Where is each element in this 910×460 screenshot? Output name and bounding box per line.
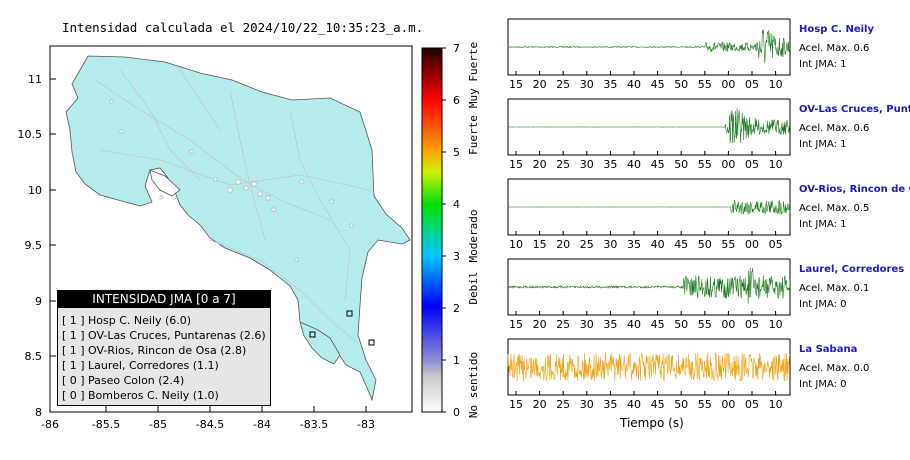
station-jma-intensity: Int JMA: 1 — [799, 59, 847, 70]
map-xtick-label: -85 — [149, 418, 167, 431]
map-xtick-label: -83.5 — [300, 418, 328, 431]
legend-item-level: [ 1 ] — [62, 329, 85, 342]
legend-item-level: [ 1 ] — [62, 314, 85, 327]
legend-item-text: OV-Rios, Rincon de Osa (2.8) — [88, 344, 247, 357]
colorbar-tick-label: 0 — [453, 406, 460, 419]
nicoya-gulf — [149, 169, 181, 197]
colorbar-category-label: Fuerte — [467, 115, 480, 155]
colorbar-category-label: Moderado — [467, 210, 480, 263]
colorbar-tick-label: 4 — [453, 198, 460, 211]
colorbar-category-label: Muy Fuerte — [467, 42, 480, 108]
station-info: Laurel, Corredores Acel. Max. 0.1 Int JMA:… — [799, 262, 904, 313]
legend-item-text: Paseo Colon (2.4) — [88, 374, 185, 387]
colorbar-tick-label: 3 — [453, 250, 460, 263]
legend-item-level: [ 1 ] — [62, 344, 85, 357]
time-axis-label: Tiempo (s) — [620, 416, 684, 430]
legend-item: [ 0 ] Bomberos C. Neily (1.0) — [58, 388, 270, 403]
legend-item: [ 1 ] Hosp C. Neily (6.0) — [58, 313, 270, 328]
station-name: Laurel, Corredores — [799, 264, 905, 275]
station-name: Hosp C. Neily — [799, 24, 874, 35]
colorbar-tick-label: 5 — [453, 146, 460, 159]
station-max-accel: Acel. Max. 0.6 — [799, 123, 870, 134]
legend-item: [ 1 ] OV-Las Cruces, Puntarenas (2.6) — [58, 328, 270, 343]
station-info: Hosp C. Neily Acel. Max. 0.6 Int JMA: 1 — [799, 22, 874, 73]
colorbar — [421, 47, 443, 413]
legend-item-text: Laurel, Corredores (1.1) — [88, 359, 219, 372]
legend-item-text: Bomberos C. Neily (1.0) — [88, 389, 219, 402]
stations — [109, 99, 354, 262]
station-info: La Sabana Acel. Max. 0.0 Int JMA: 0 — [799, 342, 869, 393]
station-max-accel: Acel. Max. 0.0 — [799, 363, 870, 374]
page-title: Intensidad calculada el 2024/10/22_10:35… — [62, 20, 424, 35]
station-jma-intensity: Int JMA: 0 — [799, 379, 847, 390]
map-xtick-label: -84.5 — [196, 418, 224, 431]
legend-item: [ 1 ] OV-Rios, Rincon de Osa (2.8) — [58, 343, 270, 358]
map-xtick-label: -84 — [253, 418, 271, 431]
station-name: La Sabana — [799, 344, 858, 355]
legend-item-text: Hosp C. Neily (6.0) — [88, 314, 192, 327]
highlight-stations — [309, 310, 375, 346]
colorbar-tick-label: 6 — [453, 94, 460, 107]
colorbar-tick-label: 2 — [453, 302, 460, 315]
map-ytick-label: 10.5 — [18, 128, 43, 141]
legend-item: [ 1 ] Laurel, Corredores (1.1) — [58, 358, 270, 373]
map-ytick-label: 9 — [35, 295, 42, 308]
station-jma-intensity: Int JMA: 1 — [799, 139, 847, 150]
station-info: OV-Rios, Rincon de Os Acel. Max. 0.5 Int J… — [799, 182, 910, 233]
station-max-accel: Acel. Max. 0.5 — [799, 203, 870, 214]
colorbar-tick-label: 7 — [453, 42, 460, 55]
station-info: OV-Las Cruces, Puntar Acel. Max. 0.6 Int J… — [799, 102, 910, 153]
legend-item-text: OV-Las Cruces, Puntarenas (2.6) — [88, 329, 266, 342]
map-ytick-label: 9.5 — [25, 239, 43, 252]
map-xtick-label: -83 — [357, 418, 375, 431]
legend-item-level: [ 0 ] — [62, 389, 85, 402]
legend-item-level: [ 0 ] — [62, 374, 85, 387]
station-jma-intensity: Int JMA: 1 — [799, 219, 847, 230]
station-name: OV-Rios, Rincon de Os — [799, 184, 910, 195]
intensity-legend: INTENSIDAD JMA [0 a 7] [ 1 ] Hosp C. Neil… — [57, 290, 271, 406]
map-ytick-label: 10 — [28, 184, 42, 197]
colorbar-category-label: Debil — [467, 271, 480, 304]
legend-item-level: [ 1 ] — [62, 359, 85, 372]
colorbar-category-label: No sentido — [467, 352, 480, 418]
colorbar-tick-label: 1 — [453, 354, 460, 367]
station-max-accel: Acel. Max. 0.1 — [799, 283, 870, 294]
map-ytick-label: 11 — [28, 73, 42, 86]
map-xtick-label: -85.5 — [92, 418, 120, 431]
station-name: OV-Las Cruces, Puntar — [799, 104, 910, 115]
station-jma-intensity: Int JMA: 0 — [799, 299, 847, 310]
map-ytick-label: 8 — [35, 406, 42, 419]
station-max-accel: Acel. Max. 0.6 — [799, 43, 870, 54]
legend-item: [ 0 ] Paseo Colon (2.4) — [58, 373, 270, 388]
legend-title: INTENSIDAD JMA [0 a 7] — [58, 291, 270, 308]
map-roads — [94, 69, 371, 346]
map-xtick-label: -86 — [41, 418, 59, 431]
map-ytick-label: 8.5 — [25, 350, 43, 363]
